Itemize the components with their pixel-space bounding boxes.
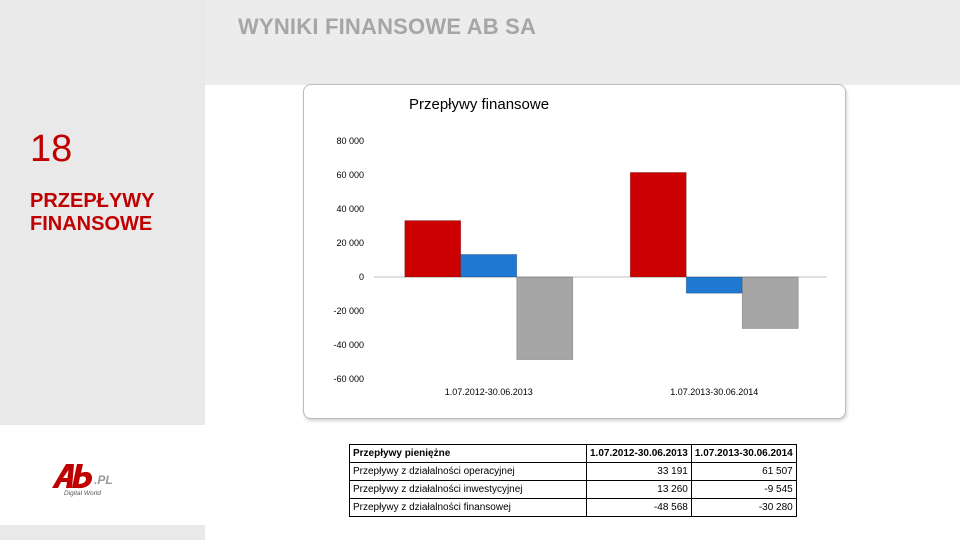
x-axis: 1.07.2012-30.06.2013 1.07.2013-30.06.2014 — [445, 387, 759, 397]
y-tick-label: 60 000 — [336, 170, 364, 180]
y-tick-label: 40 000 — [336, 204, 364, 214]
table-cell: 13 260 — [586, 480, 692, 499]
section-title-line2: FINANSOWE — [30, 213, 153, 235]
table-cell: 61 507 — [690, 462, 797, 481]
table-row: Przepływy z działalności finansowej -48 … — [349, 498, 797, 517]
table-header-row: Przepływy pieniężne 1.07.2012-30.06.2013… — [349, 444, 797, 463]
table-row: Przepływy z działalności inwestycyjnej 1… — [349, 480, 797, 499]
ab-logo: .PL Digital World — [52, 464, 113, 497]
sidebar-footer — [0, 525, 205, 540]
logo-suffix: .PL — [94, 473, 113, 487]
logo-area — [0, 425, 205, 525]
table-cell: Przepływy z działalności inwestycyjnej — [349, 480, 587, 499]
table-cell: -48 568 — [586, 498, 692, 517]
bar — [460, 254, 518, 278]
table-header-cell: 1.07.2013-30.06.2014 — [690, 444, 797, 463]
table-cell: -30 280 — [690, 498, 797, 517]
bar — [629, 172, 687, 278]
bar — [685, 276, 743, 294]
y-tick-label: -40 000 — [333, 340, 364, 350]
y-tick-label: 20 000 — [336, 238, 364, 248]
slide-number: 18 — [30, 128, 73, 170]
header-bar — [205, 0, 960, 85]
table-cell: -9 545 — [690, 480, 797, 499]
y-tick-label: 0 — [359, 272, 364, 282]
table-row: Przepływy z działalności operacyjnej 33 … — [349, 462, 797, 481]
y-axis: 80 000 60 000 40 000 20 000 0 -20 000 -40 000 -… — [333, 136, 364, 384]
table-cell: Przepływy z działalności operacyjnej — [349, 462, 587, 481]
chart-panel: Przepływy finansowe 80 000 60 000 40 000 20… — [303, 84, 846, 419]
x-tick-label: 1.07.2012-30.06.2013 — [445, 387, 533, 397]
table-cell: 33 191 — [586, 462, 692, 481]
section-title: PRZEPŁYWY FINANSOWE — [30, 190, 200, 236]
cash-flow-chart: Przepływy finansowe 80 000 60 000 40 000 20… — [333, 96, 827, 397]
y-tick-label: 80 000 — [336, 136, 364, 146]
page-title: WYNIKI FINANSOWE AB SA — [238, 14, 537, 39]
x-tick-label: 1.07.2013-30.06.2014 — [670, 387, 758, 397]
table-cell: Przepływy z działalności finansowej — [349, 498, 587, 517]
bars — [404, 172, 799, 360]
y-tick-label: -60 000 — [333, 374, 364, 384]
bar — [741, 276, 799, 329]
chart-title: Przepływy finansowe — [409, 96, 549, 113]
section-title-line1: PRZEPŁYWY — [30, 190, 155, 212]
table-header-cell: Przepływy pieniężne — [349, 444, 587, 463]
bar — [516, 276, 574, 360]
y-tick-label: -20 000 — [333, 306, 364, 316]
table-header-cell: 1.07.2012-30.06.2013 — [586, 444, 692, 463]
logo-tagline: Digital World — [64, 490, 101, 497]
bar — [404, 220, 462, 278]
cash-flow-table: Przepływy pieniężne 1.07.2012-30.06.2013… — [349, 444, 797, 517]
